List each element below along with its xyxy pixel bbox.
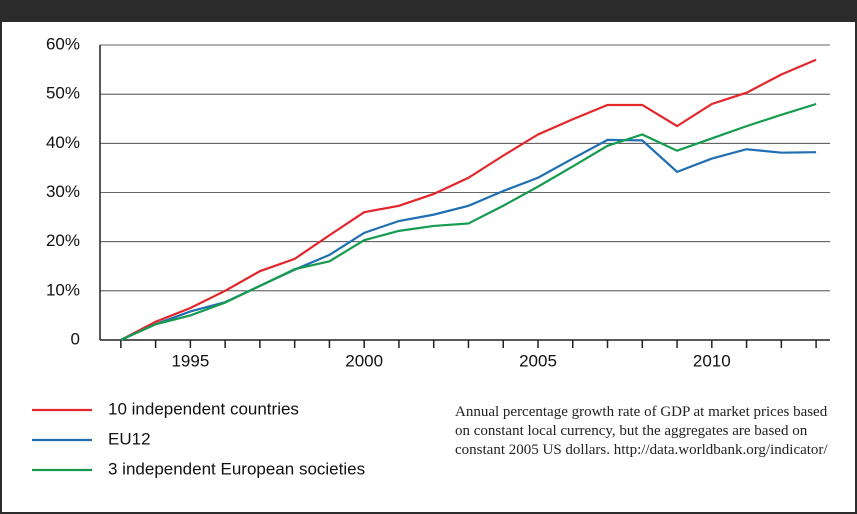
legend-label: EU12 [108,429,151,448]
x-tick-label: 2000 [345,351,383,370]
header-bar [0,0,857,22]
series-line [120,58,817,341]
y-tick-label: 40% [46,133,80,152]
x-tick-label: 2010 [693,351,731,370]
series-line [120,102,817,342]
x-tick-label: 2005 [519,351,557,370]
y-tick-label: 30% [46,182,80,201]
y-tick-label: 10% [46,280,80,299]
x-tick-label: 1995 [171,351,209,370]
source-note: Annual percentage growth rate of GDP at … [455,404,828,458]
plot: 0 10% 20% 30% 40% 50% 60% 1995 2000 2005 2010 10 in… [32,34,830,478]
y-tick-label: 20% [46,231,80,250]
y-tick-label: 50% [46,84,80,103]
legend-label: 10 independent countries [108,399,299,418]
series-line [120,138,817,342]
legend-label: 3 independent European societies [108,459,365,478]
y-tick-label: 0 [71,329,80,348]
y-tick-label: 60% [46,34,80,53]
